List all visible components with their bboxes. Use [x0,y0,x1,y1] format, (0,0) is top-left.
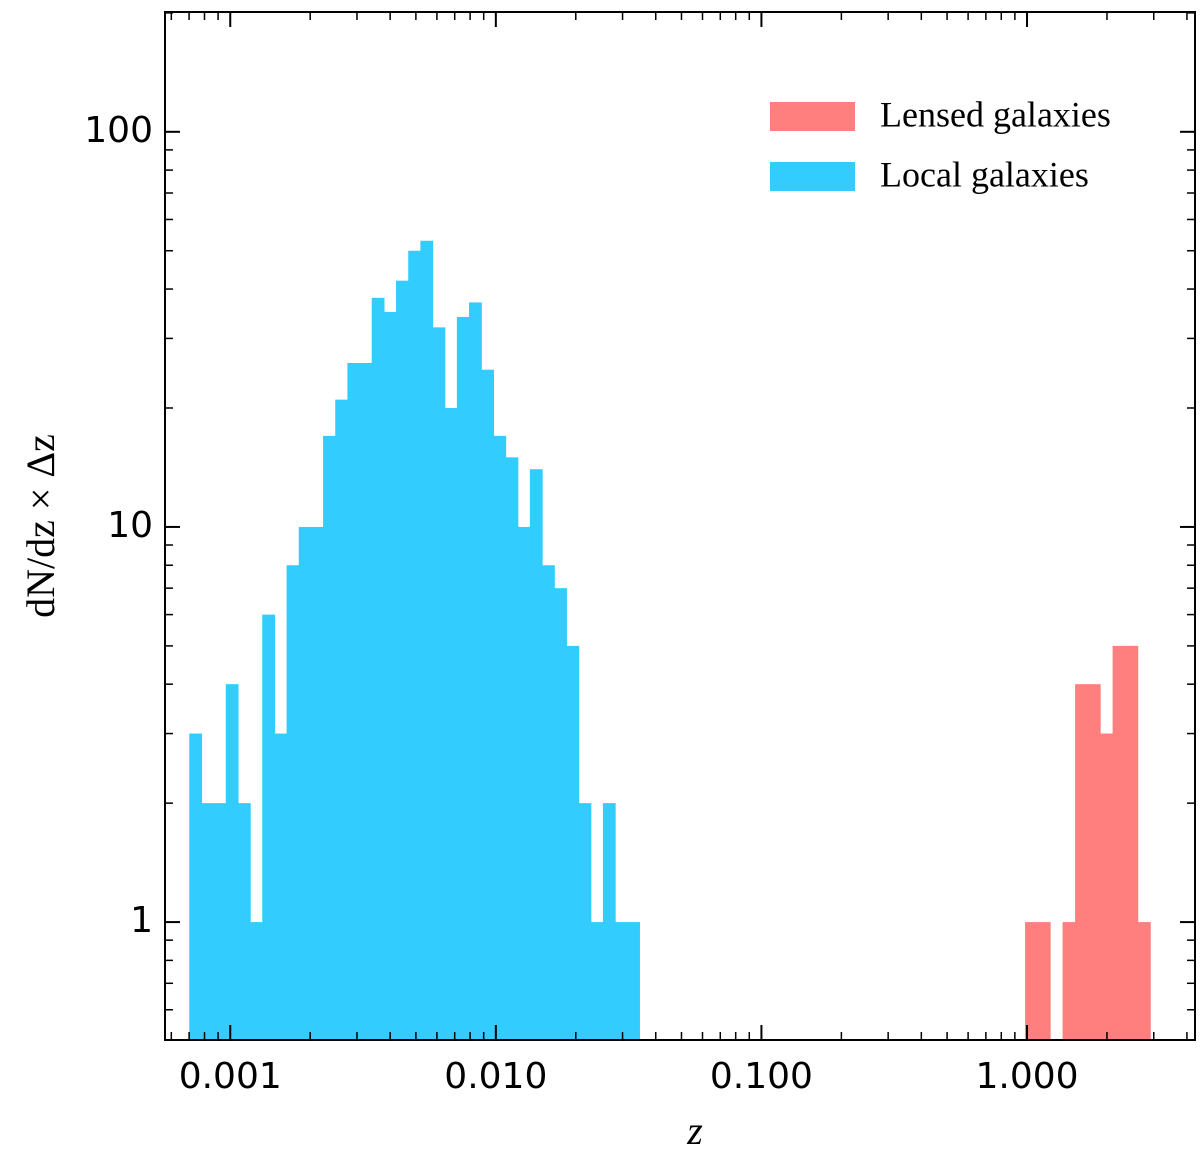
bar [310,526,324,1040]
legend-label: Lensed galaxies [880,94,1111,134]
bar [578,803,592,1040]
bar [323,435,336,1040]
bar [602,803,616,1040]
bar [1112,645,1126,1040]
bar [554,588,567,1040]
bar [189,733,203,1040]
bar [542,565,555,1040]
bar [1125,645,1139,1040]
bar [1137,922,1151,1040]
bar [396,280,409,1040]
bar [1087,684,1101,1040]
bar [456,316,470,1040]
y-axis-label: dN/dz × Δz [18,434,63,618]
bar [335,399,348,1041]
y-tick-label: 1 [130,900,153,941]
bar [481,369,494,1040]
bar [225,684,239,1040]
bar [444,407,458,1041]
bar [213,803,227,1040]
bar [262,614,276,1040]
legend-label: Local galaxies [880,154,1089,194]
bar [298,526,312,1040]
bar [615,922,628,1040]
bar [286,565,300,1040]
bar [590,922,604,1040]
y-tick-label: 10 [107,505,153,546]
bar [1025,922,1039,1040]
bar [469,302,482,1040]
bar [408,250,421,1040]
x-tick-label: 0.001 [179,1056,282,1097]
bar [250,922,263,1040]
bar [201,803,215,1040]
bar [493,435,507,1040]
bar [274,733,288,1040]
bar [517,526,531,1040]
x-tick-label: 0.100 [710,1056,813,1097]
bar [627,922,640,1040]
x-tick-label: 0.010 [444,1056,547,1097]
bar [529,469,543,1041]
bar [505,457,519,1040]
plot-frame [164,11,1196,1041]
x-axis-label: z [686,1108,703,1153]
bar [1037,922,1051,1040]
bar [359,362,373,1040]
bar [383,311,397,1040]
bar [1100,733,1114,1040]
bar [371,297,385,1040]
bar [237,803,251,1040]
bar [347,362,361,1040]
legend-swatch [770,162,855,191]
bar [1075,684,1089,1040]
legend-swatch [770,102,855,131]
bar [566,645,580,1040]
bar [1062,922,1076,1040]
x-tick-label: 1.000 [975,1056,1078,1097]
bar [420,240,434,1040]
bar [432,327,446,1041]
y-tick-label: 100 [84,110,153,151]
